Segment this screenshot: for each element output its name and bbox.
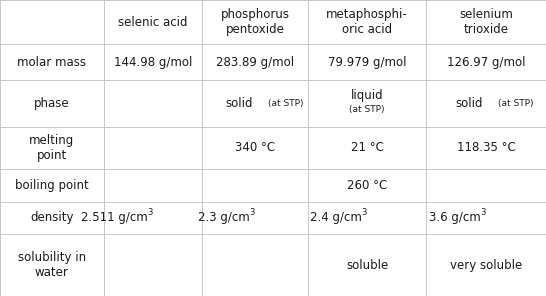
Text: 3: 3 [250,208,255,217]
Text: 283.89 g/mol: 283.89 g/mol [216,56,294,69]
Text: liquid: liquid [351,89,383,102]
Text: selenium
trioxide: selenium trioxide [459,8,513,36]
Text: 79.979 g/mol: 79.979 g/mol [328,56,406,69]
Text: 126.97 g/mol: 126.97 g/mol [447,56,525,69]
Text: 3.6 g/cm: 3.6 g/cm [429,211,480,224]
Text: (at STP): (at STP) [498,99,534,108]
Text: metaphosphi-
oric acid: metaphosphi- oric acid [327,8,408,36]
Text: (at STP): (at STP) [349,105,385,114]
Text: 2.3 g/cm: 2.3 g/cm [198,211,250,224]
Text: 260 °C: 260 °C [347,179,387,192]
Text: 2.4 g/cm: 2.4 g/cm [310,211,361,224]
Text: solubility in
water: solubility in water [18,251,86,279]
Text: 340 °C: 340 °C [235,141,275,154]
Text: soluble: soluble [346,259,388,271]
Text: 2.511 g/cm: 2.511 g/cm [81,211,147,224]
Text: solid: solid [225,97,253,110]
Text: 3: 3 [147,208,153,217]
Text: selenic acid: selenic acid [118,16,188,29]
Text: 3: 3 [480,208,486,217]
Text: phosphorus
pentoxide: phosphorus pentoxide [221,8,290,36]
Text: boiling point: boiling point [15,179,89,192]
Text: melting
point: melting point [29,134,74,162]
Text: 118.35 °C: 118.35 °C [456,141,515,154]
Text: very soluble: very soluble [450,259,522,271]
Text: phase: phase [34,97,70,110]
Text: (at STP): (at STP) [268,99,303,108]
Text: 21 °C: 21 °C [351,141,384,154]
Text: density: density [30,211,74,224]
Text: 144.98 g/mol: 144.98 g/mol [114,56,192,69]
Text: solid: solid [456,97,483,110]
Text: molar mass: molar mass [17,56,86,69]
Text: 3: 3 [361,208,367,217]
